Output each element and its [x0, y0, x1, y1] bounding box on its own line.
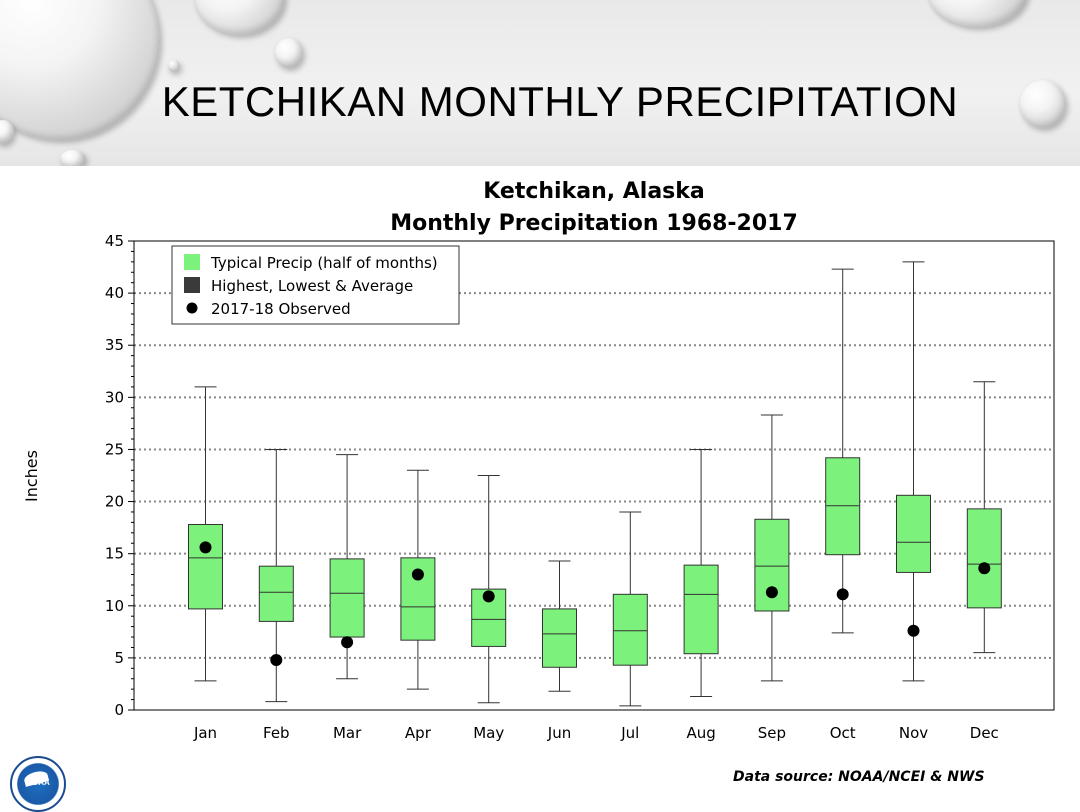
typical-box	[966, 508, 1002, 609]
x-tick-label: Dec	[970, 724, 999, 742]
title-banner: KETCHIKAN MONTHLY PRECIPITATION	[0, 0, 1080, 166]
typical-box	[825, 457, 861, 556]
y-tick-label: 15	[105, 545, 124, 563]
water-drop	[0, 120, 14, 144]
noaa-logo: NOAA	[10, 756, 66, 812]
water-drop	[195, 0, 285, 35]
legend-box	[171, 245, 460, 325]
chart-title-line2: Monthly Precipitation 1968-2017	[390, 211, 798, 236]
noaa-logo-text: NOAA	[26, 778, 50, 787]
y-axis-label: Inches	[22, 450, 41, 502]
observed-point	[199, 541, 212, 554]
chart-title-line1: Ketchikan, Alaska	[483, 179, 704, 204]
water-drop	[168, 60, 180, 72]
slide-title: KETCHIKAN MONTHLY PRECIPITATION	[161, 78, 959, 125]
y-tick-label: 10	[105, 597, 124, 615]
y-tick-label: 20	[105, 493, 124, 511]
legend-swatch-extremes	[184, 277, 200, 293]
water-drop	[60, 150, 86, 166]
legend-swatch-typical	[184, 254, 200, 270]
precipitation-chart: Ketchikan, Alaska Monthly Precipitation …	[22, 179, 1055, 742]
y-tick-label: 35	[105, 336, 124, 354]
y-tick-label: 30	[105, 388, 124, 406]
observed-point	[765, 586, 778, 599]
data-source-note: Data source: NOAA/NCEI & NWS	[733, 769, 985, 785]
y-tick-label: 0	[114, 701, 124, 719]
water-drop	[928, 0, 1028, 27]
y-tick-label: 25	[105, 440, 124, 458]
typical-box	[683, 564, 719, 655]
observed-point	[411, 568, 424, 581]
typical-box	[329, 558, 365, 638]
legend-label-typical: Typical Precip (half of months)	[210, 254, 438, 272]
y-tick-label: 40	[105, 284, 124, 302]
typical-box	[258, 565, 294, 622]
x-tick-label: Jan	[193, 724, 217, 742]
axes: 0 5 10 15 20 25 30 35 40 45 Jan Feb Mar Apr May Jun Jul A…	[105, 232, 999, 742]
plot-frame	[133, 240, 1055, 711]
x-tick-label: Oct	[830, 724, 856, 742]
x-tick-label: Sep	[758, 724, 786, 742]
observed-point	[836, 588, 849, 601]
typical-box	[188, 523, 223, 610]
x-tick-label: Nov	[899, 724, 928, 742]
observed-point	[978, 562, 991, 575]
x-tick-label: May	[473, 724, 504, 742]
y-tick-label: 5	[114, 649, 124, 667]
x-tick-label: Jun	[547, 724, 571, 742]
water-drop	[1020, 80, 1066, 128]
observed-point	[907, 624, 920, 637]
y-tick-label: 45	[105, 232, 124, 250]
water-drop	[275, 38, 303, 68]
legend: Typical Precip (half of months) Highest,…	[171, 245, 460, 325]
plot-area	[188, 261, 1002, 707]
typical-box	[542, 608, 577, 668]
observed-point	[482, 590, 495, 603]
legend-label-extremes: Highest, Lowest & Average	[211, 277, 413, 295]
x-tick-label: Feb	[263, 724, 290, 742]
typical-box	[896, 494, 931, 573]
observed-point	[341, 636, 354, 649]
x-tick-label: Aug	[686, 724, 715, 742]
x-tick-label: Jul	[620, 724, 639, 742]
observed-point	[270, 653, 283, 666]
typical-box	[612, 593, 648, 666]
x-tick-label: Apr	[405, 724, 432, 742]
legend-swatch-observed	[186, 302, 198, 314]
x-tick-label: Mar	[333, 724, 362, 742]
legend-label-observed: 2017-18 Observed	[211, 300, 351, 318]
